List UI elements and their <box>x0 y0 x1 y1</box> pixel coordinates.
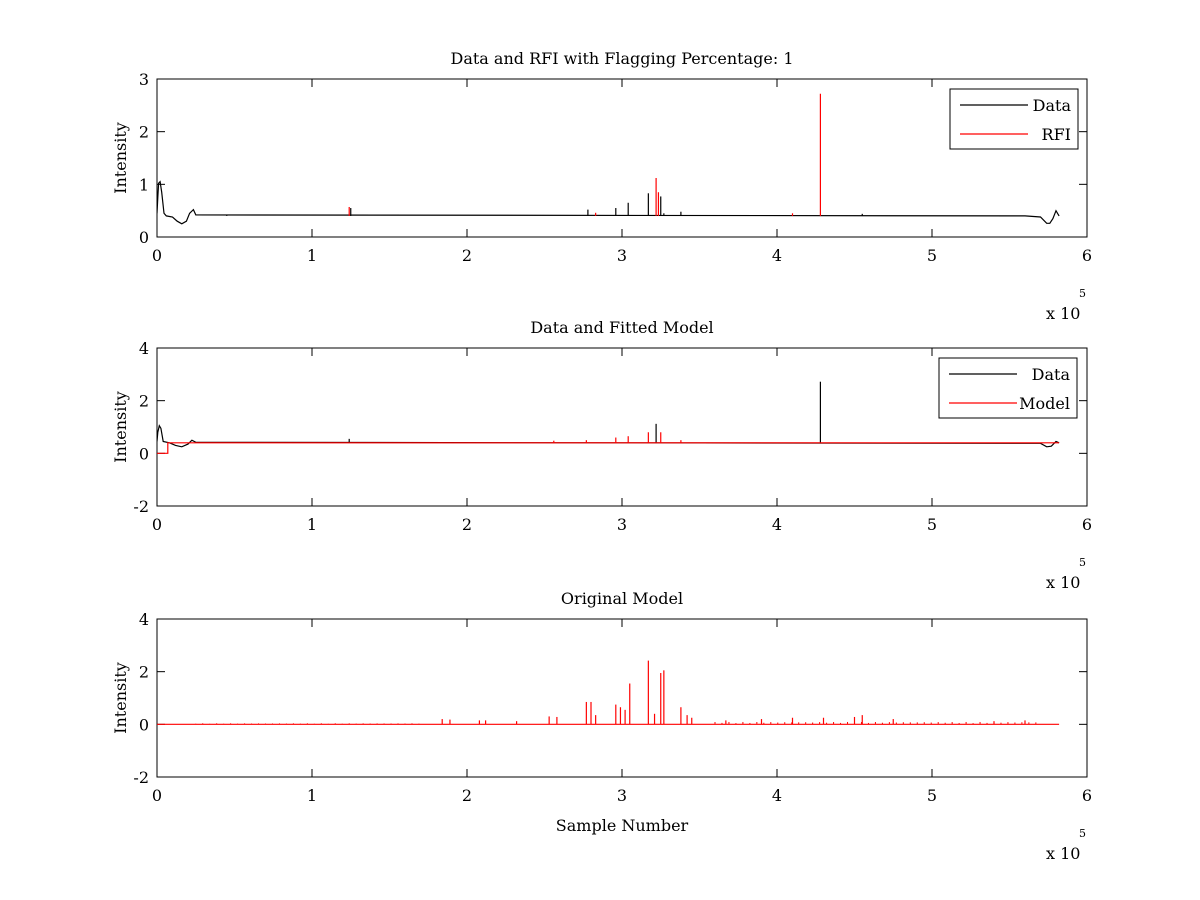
series-line <box>157 180 1060 225</box>
y-tick-label: 4 <box>139 610 149 629</box>
x-tick-label: 0 <box>152 246 162 265</box>
x-tick-label: 2 <box>462 246 472 265</box>
y-axis-label: Intensity <box>111 662 130 734</box>
x-tick-label: 5 <box>927 786 937 805</box>
x-multiplier-exponent: 5 <box>1079 827 1086 840</box>
y-axis-label: Intensity <box>111 391 130 463</box>
plot-series <box>157 660 1060 725</box>
series-line <box>157 442 1060 454</box>
legend-box <box>938 357 1078 419</box>
legend: Data Model <box>938 357 1078 419</box>
series-rfi <box>348 93 822 216</box>
legend-entry: Model <box>1019 394 1070 413</box>
x-multiplier-base: x 10 <box>1046 304 1080 323</box>
plot-area <box>156 347 1088 507</box>
plot-series <box>157 93 1060 225</box>
x-multiplier-exponent: 5 <box>1079 287 1086 300</box>
legend-entry: RFI <box>1042 125 1071 144</box>
x-multiplier-base: x 10 <box>1046 844 1080 863</box>
x-tick-label: 6 <box>1082 786 1092 805</box>
series-model <box>157 660 1060 725</box>
plot-area <box>156 78 1088 238</box>
x-axis-label: Sample Number <box>556 816 689 835</box>
x-tick-label: 3 <box>617 515 627 534</box>
y-tick-label: 2 <box>139 392 149 411</box>
plot-series <box>157 381 1060 454</box>
series-line <box>157 424 1060 448</box>
x-multiplier-exponent: 5 <box>1079 556 1086 569</box>
legend-box <box>949 88 1079 150</box>
x-tick-label: 5 <box>927 515 937 534</box>
x-tick-label: 2 <box>462 515 472 534</box>
y-tick-label: 1 <box>139 175 149 194</box>
x-tick-label: 6 <box>1082 515 1092 534</box>
x-tick-label: 0 <box>152 786 162 805</box>
chart-panel-1: 0 1 2 3 4 5 6 0 1 2 3 Data and RFI with Flagging Pe… <box>111 49 1092 323</box>
y-tick-label: 4 <box>139 339 149 358</box>
x-tick-label: 3 <box>617 246 627 265</box>
x-tick-label: 6 <box>1082 246 1092 265</box>
x-multiplier-base: x 10 <box>1046 573 1080 592</box>
plot-area <box>156 618 1088 778</box>
x-tick-label: 5 <box>927 246 937 265</box>
chart-title: Data and RFI with Flagging Percentage: 1 <box>450 49 793 68</box>
x-tick-label: 4 <box>772 786 782 805</box>
legend-entry: Data <box>1033 96 1072 115</box>
y-tick-label: -2 <box>133 768 149 787</box>
chart-title: Original Model <box>561 589 683 608</box>
y-tick-label: 2 <box>139 123 149 142</box>
series-data <box>157 381 1060 448</box>
x-tick-label: 4 <box>772 246 782 265</box>
y-tick-label: -2 <box>133 497 149 516</box>
legend-entry: Data <box>1032 365 1071 384</box>
y-tick-label: 0 <box>139 715 149 734</box>
y-tick-label: 3 <box>139 70 149 89</box>
x-tick-label: 0 <box>152 515 162 534</box>
y-tick-label: 2 <box>139 663 149 682</box>
series-data <box>157 180 1060 225</box>
x-tick-label: 1 <box>307 246 317 265</box>
x-tick-label: 2 <box>462 786 472 805</box>
x-tick-label: 3 <box>617 786 627 805</box>
legend: Data RFI <box>949 88 1079 150</box>
series-model <box>157 432 1060 454</box>
x-tick-label: 1 <box>307 786 317 805</box>
y-tick-label: 0 <box>139 444 149 463</box>
x-tick-label: 4 <box>772 515 782 534</box>
x-tick-label: 1 <box>307 515 317 534</box>
y-tick-label: 0 <box>139 228 149 247</box>
chart-title: Data and Fitted Model <box>530 318 713 337</box>
y-axis-label: Intensity <box>111 122 130 194</box>
